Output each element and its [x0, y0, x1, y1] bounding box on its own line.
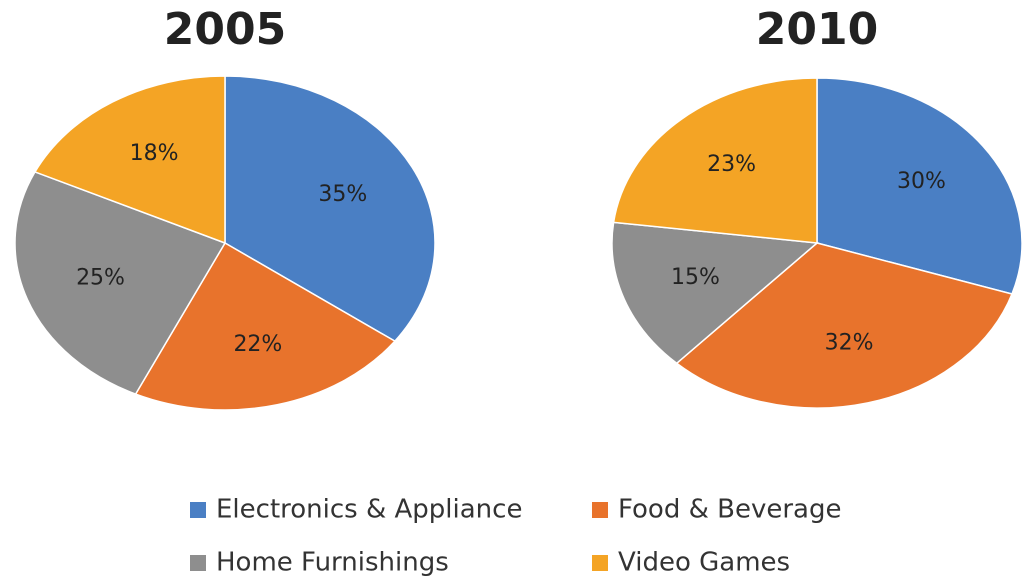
legend-label: Food & Beverage: [618, 495, 842, 525]
pie-title: 2010: [756, 4, 878, 55]
pie-slice: [33, 75, 226, 245]
pie-slice: [612, 77, 818, 244]
data-label: 30%: [897, 169, 946, 194]
legend-label: Electronics & Appliance: [216, 495, 522, 525]
legend-swatch: [190, 502, 206, 518]
legend-label: Video Games: [618, 548, 790, 578]
pie-slice: [816, 77, 1022, 295]
pie-slice: [224, 75, 436, 343]
legend-swatch: [190, 555, 206, 571]
data-label: 18%: [130, 141, 179, 166]
pie-slice: [611, 221, 819, 365]
pie-slice: [14, 170, 227, 396]
data-label: 32%: [825, 331, 874, 356]
legend-swatch: [592, 502, 608, 518]
data-label: 22%: [233, 332, 282, 357]
data-label: 35%: [318, 182, 367, 207]
legend-swatch: [592, 555, 608, 571]
legend-label: Home Furnishings: [216, 548, 449, 578]
pie-slice: [675, 242, 1013, 409]
data-label: 23%: [707, 152, 756, 177]
pie-title: 2005: [164, 4, 286, 55]
data-label: 25%: [76, 266, 125, 291]
data-label: 15%: [671, 265, 720, 290]
